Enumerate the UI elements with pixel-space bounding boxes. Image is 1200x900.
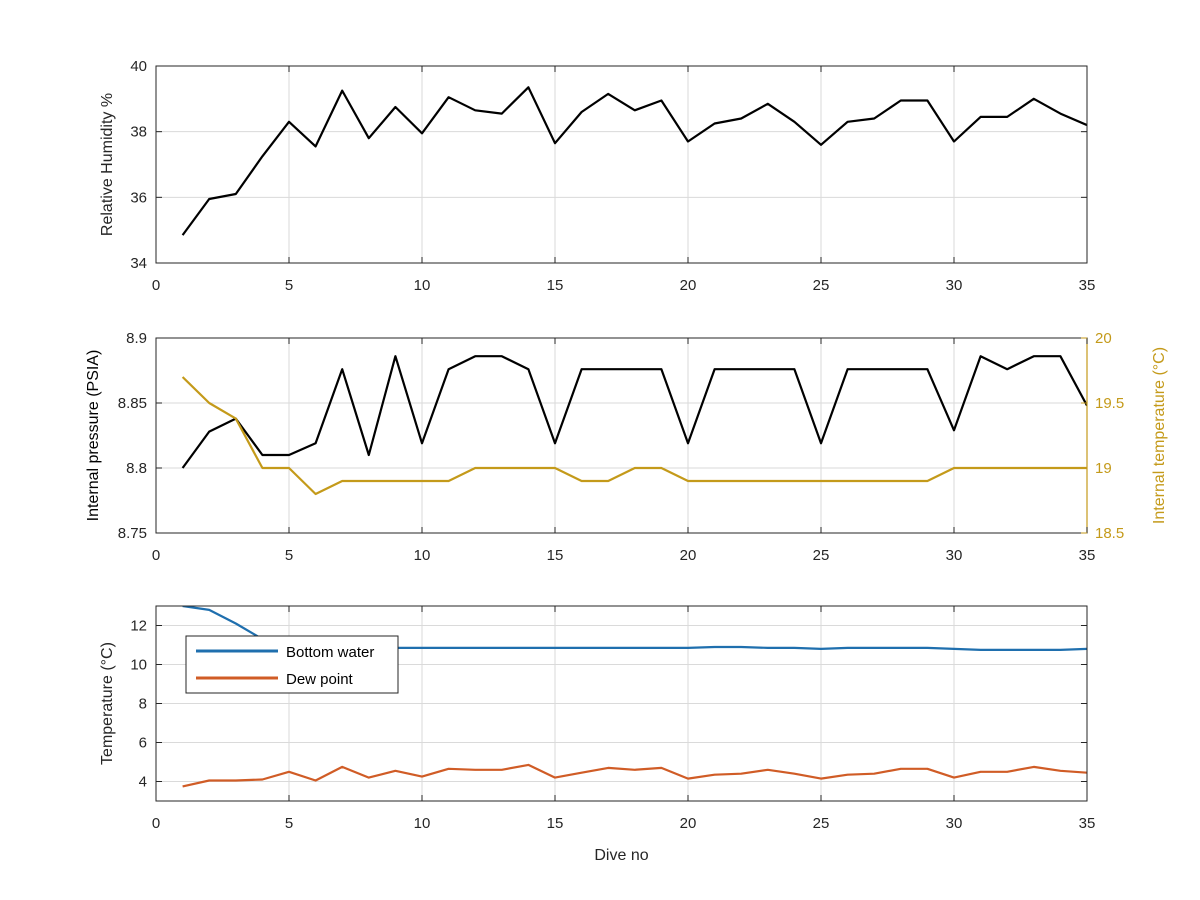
x-tick-label: 30 [946,815,963,832]
y-tick-label: 38 [130,124,147,141]
x-axis-label: Dive no [594,847,648,864]
x-tick-label: 30 [946,277,963,294]
x-tick-label: 5 [285,277,293,294]
panel-3: 0 5 10 15 20 25 30 35 4 6 8 10 12 Temperature (°C) Div… [99,605,1096,864]
y-tick-label: 8.8 [126,460,147,477]
x-tick-label: 35 [1079,815,1096,832]
grid [155,606,1088,801]
x-tick-label: 10 [414,815,431,832]
y-tick-label: 8.9 [126,330,147,347]
x-tick-label: 20 [680,547,697,564]
x-tick-label: 0 [152,815,160,832]
y-right-tick-label: 19.5 [1095,395,1124,412]
x-tick-label: 15 [547,547,564,564]
x-tick-label: 15 [547,277,564,294]
x-tick-label: 5 [285,547,293,564]
y-axis-label: Temperature (°C) [99,642,116,765]
y-right-tick-label: 19 [1095,460,1112,477]
plot-area [156,338,1087,533]
y-tick-label: 10 [130,657,147,674]
y-tick-label: 6 [139,735,147,752]
series-2-line [181,376,1087,496]
x-tick-label: 35 [1079,547,1096,564]
legend-label-dew-point: Dew point [286,671,354,688]
x-tick-label: 0 [152,547,160,564]
x-tick-label: 25 [813,277,830,294]
series-1-line [181,355,1087,469]
y-axis-label: Relative Humidity % [99,93,116,236]
legend: Bottom water Dew point [185,635,399,694]
x-tick-label: 5 [285,815,293,832]
y-right-tick-label: 20 [1095,330,1112,347]
x-tick-label: 20 [680,815,697,832]
legend-box [185,635,399,694]
y-right-axis-label: Internal temperature (°C) [1151,347,1168,524]
x-tick-label: 0 [152,277,160,294]
y-axis-label: Internal pressure (PSIA) [85,350,102,522]
plot-area [156,66,1087,263]
legend-label-bottom-water: Bottom water [286,644,374,661]
x-tick-label: 15 [547,815,564,832]
x-tick-label: 20 [680,277,697,294]
panel-2: 0 5 10 15 20 25 30 35 8.75 8.8 8.85 8.9 18.5 19 19.5 20… [85,330,1168,564]
y-tick-label: 8.85 [118,395,147,412]
x-tick-label: 30 [946,547,963,564]
panel-1: 0 5 10 15 20 25 30 35 34 36 38 40 Relative Humidity … [99,58,1095,294]
x-tick-label: 25 [813,547,830,564]
x-tick-label: 25 [813,815,830,832]
y-tick-label: 36 [130,189,147,206]
x-tick-label: 35 [1079,277,1096,294]
y-tick-label: 8 [139,696,147,713]
y-tick-label: 12 [130,618,147,635]
y-tick-label: 8.75 [118,525,147,542]
y-tick-label: 40 [130,58,147,75]
series-1-line [181,86,1087,236]
y-right-tick-label: 18.5 [1095,525,1124,542]
x-tick-label: 10 [414,277,431,294]
x-tick-label: 10 [414,547,431,564]
axes-box [155,65,1088,264]
y-tick-label: 34 [130,255,147,272]
y-tick-label: 4 [139,774,147,791]
dew-point-line [182,763,1087,788]
